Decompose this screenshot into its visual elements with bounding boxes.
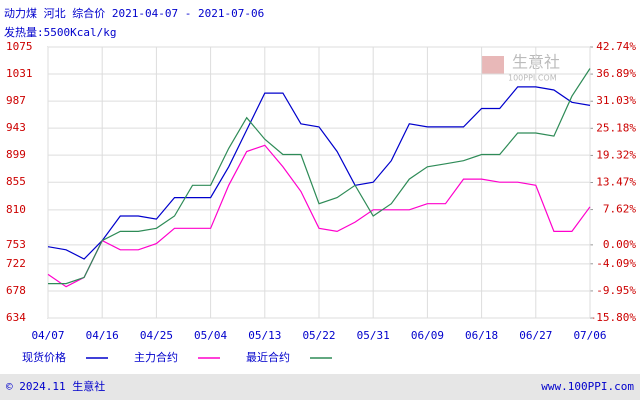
y-tick-label: 678 bbox=[6, 284, 26, 297]
y-tick-label: 810 bbox=[6, 203, 26, 216]
y2-tick-label: 0.00% bbox=[603, 238, 636, 251]
y2-tick-label: -15.80% bbox=[590, 311, 637, 324]
y-tick-label: 855 bbox=[6, 175, 26, 188]
y-tick-label: 753 bbox=[6, 238, 26, 251]
x-tick-label: 05/13 bbox=[248, 329, 281, 342]
y2-tick-label: 42.74% bbox=[596, 40, 636, 53]
x-tick-label: 04/16 bbox=[86, 329, 119, 342]
y-tick-label: 899 bbox=[6, 148, 26, 161]
y2-tick-label: 25.18% bbox=[596, 121, 636, 134]
x-tick-label: 05/22 bbox=[302, 329, 335, 342]
y2-tick-label: 7.62% bbox=[603, 203, 636, 216]
legend-label: 主力合约 bbox=[134, 350, 178, 364]
y-tick-label: 722 bbox=[6, 257, 26, 270]
x-tick-label: 04/07 bbox=[31, 329, 64, 342]
x-tick-label: 07/06 bbox=[573, 329, 606, 342]
y2-tick-label: 19.32% bbox=[596, 148, 636, 161]
legend-label: 现货价格 bbox=[22, 350, 66, 364]
y-tick-label: 943 bbox=[6, 121, 26, 134]
series-line bbox=[47, 86, 591, 260]
x-tick-label: 05/31 bbox=[357, 329, 390, 342]
chart-subtitle: 发热量:5500Kcal/kg bbox=[4, 25, 116, 39]
watermark: 100PPI.COM bbox=[508, 74, 557, 83]
y-tick-label: 987 bbox=[6, 94, 26, 107]
y2-tick-label: 31.03% bbox=[596, 94, 636, 107]
series-line bbox=[47, 144, 591, 288]
x-tick-label: 04/25 bbox=[140, 329, 173, 342]
y-tick-label: 634 bbox=[6, 311, 26, 324]
y2-tick-label: 13.47% bbox=[596, 176, 636, 189]
footer-right: www.100PPI.com bbox=[541, 380, 634, 393]
y2-tick-label: 36.89% bbox=[596, 67, 636, 80]
legend-label: 最近合约 bbox=[246, 350, 290, 364]
y2-tick-label: -4.09% bbox=[596, 257, 636, 270]
series-line bbox=[48, 68, 591, 285]
x-tick-label: 05/04 bbox=[194, 329, 227, 342]
x-tick-label: 06/18 bbox=[465, 329, 498, 342]
footer-left: © 2024.11 生意社 bbox=[6, 379, 105, 393]
watermark-icon bbox=[482, 56, 504, 74]
y2-tick-label: -9.95% bbox=[596, 284, 636, 297]
y-tick-label: 1031 bbox=[6, 67, 33, 80]
x-tick-label: 06/09 bbox=[411, 329, 444, 342]
x-tick-label: 06/27 bbox=[519, 329, 552, 342]
footer-bar bbox=[0, 374, 640, 400]
chart-title: 动力煤 河北 综合价 2021-04-07 - 2021-07-06 bbox=[4, 6, 264, 20]
y-tick-label: 1075 bbox=[6, 40, 33, 53]
